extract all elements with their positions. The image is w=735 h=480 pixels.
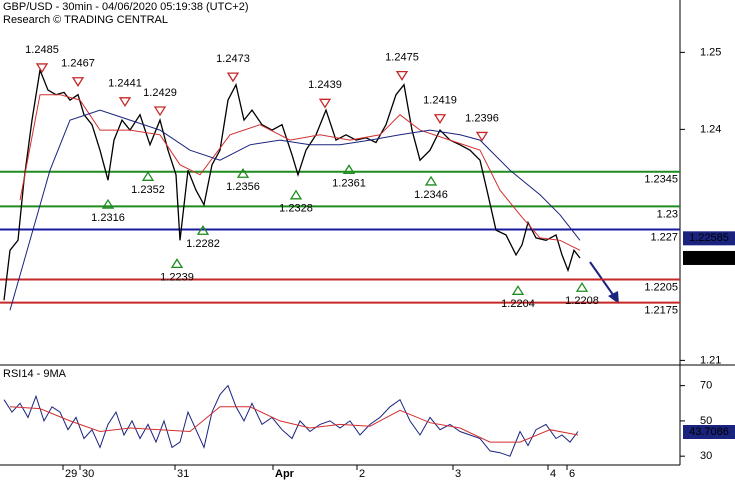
high-label: 1.2467	[61, 58, 95, 70]
x-tick-label: 3	[455, 468, 461, 480]
low-label: 1.2239	[160, 271, 194, 283]
price-tag	[683, 231, 735, 246]
y-tick-label: 30	[700, 450, 712, 462]
low-marker	[424, 175, 438, 186]
low-label: 1.2316	[91, 212, 125, 224]
low-label: 1.2208	[565, 295, 599, 307]
x-tick-label: 31	[177, 468, 189, 480]
level-label: 1.227	[650, 231, 678, 243]
low-label: 1.2204	[501, 298, 535, 310]
y-tick-label: 1.25	[700, 46, 721, 58]
high-marker	[35, 63, 49, 74]
low-marker	[170, 258, 184, 268]
high-label: 1.2473	[216, 53, 250, 65]
low-marker	[575, 281, 589, 292]
level-label: 1.23	[657, 208, 678, 220]
high-marker	[71, 77, 85, 88]
high-marker	[433, 114, 447, 124]
high-label: 1.2441	[108, 78, 142, 90]
high-marker	[395, 70, 409, 81]
series-line	[9, 109, 581, 311]
low-label: 1.2346	[414, 189, 448, 201]
x-tick-label: Apr	[275, 468, 295, 480]
x-tick-label: 2	[359, 468, 365, 480]
y-tick-label: 1.21	[700, 354, 721, 366]
series-line	[9, 406, 579, 443]
price-tag	[683, 250, 735, 265]
y-tick-label: 1.24	[700, 123, 721, 135]
low-marker	[511, 285, 525, 295]
high-marker	[118, 97, 132, 108]
low-label: 1.2328	[279, 203, 313, 215]
series-line	[19, 94, 581, 251]
level-label: 1.2175	[644, 305, 678, 317]
high-label: 1.2396	[465, 112, 499, 124]
level-label: 1.2345	[644, 174, 678, 186]
rsi-title: RSI14 - 9MA	[3, 368, 67, 380]
x-tick-label: 30	[82, 468, 94, 480]
y-tick-label: 70	[700, 380, 712, 392]
low-marker	[236, 168, 250, 178]
level-label: 1.2205	[644, 281, 678, 293]
price-tag-label: 43.7086	[689, 426, 729, 438]
chart-title: GBP/USD - 30min - 04/06/2020 05:19:38 (U…	[3, 1, 248, 13]
chart-subtitle: Research © TRADING CENTRAL	[3, 14, 168, 26]
low-label: 1.2356	[226, 181, 260, 193]
price-tag	[683, 425, 735, 440]
price-tag-label: 1.22585	[689, 232, 729, 244]
low-marker	[196, 225, 210, 235]
high-marker	[226, 72, 240, 83]
low-marker	[141, 171, 155, 181]
forecast-arrow-head	[608, 291, 619, 304]
low-label: 1.2352	[131, 184, 165, 196]
high-label: 1.2419	[423, 95, 457, 107]
high-label: 1.2475	[385, 52, 419, 64]
series-line	[3, 67, 581, 301]
low-label: 1.2361	[332, 177, 366, 189]
low-marker	[289, 189, 303, 200]
series-line	[3, 384, 579, 457]
price-tag-label: 1.2233	[692, 252, 726, 264]
x-tick-label: 6	[569, 468, 575, 480]
high-label: 1.2439	[308, 79, 342, 91]
high-label: 1.2485	[25, 44, 59, 56]
x-tick-label: 4	[550, 468, 556, 480]
high-label: 1.2429	[143, 87, 177, 99]
low-marker	[342, 164, 356, 175]
high-marker	[153, 106, 167, 117]
x-tick-label: 29	[65, 468, 77, 480]
low-marker	[101, 198, 115, 209]
low-label: 1.2282	[186, 238, 220, 250]
y-tick-label: 50	[700, 415, 712, 427]
high-marker	[475, 131, 489, 142]
high-marker	[318, 98, 332, 109]
